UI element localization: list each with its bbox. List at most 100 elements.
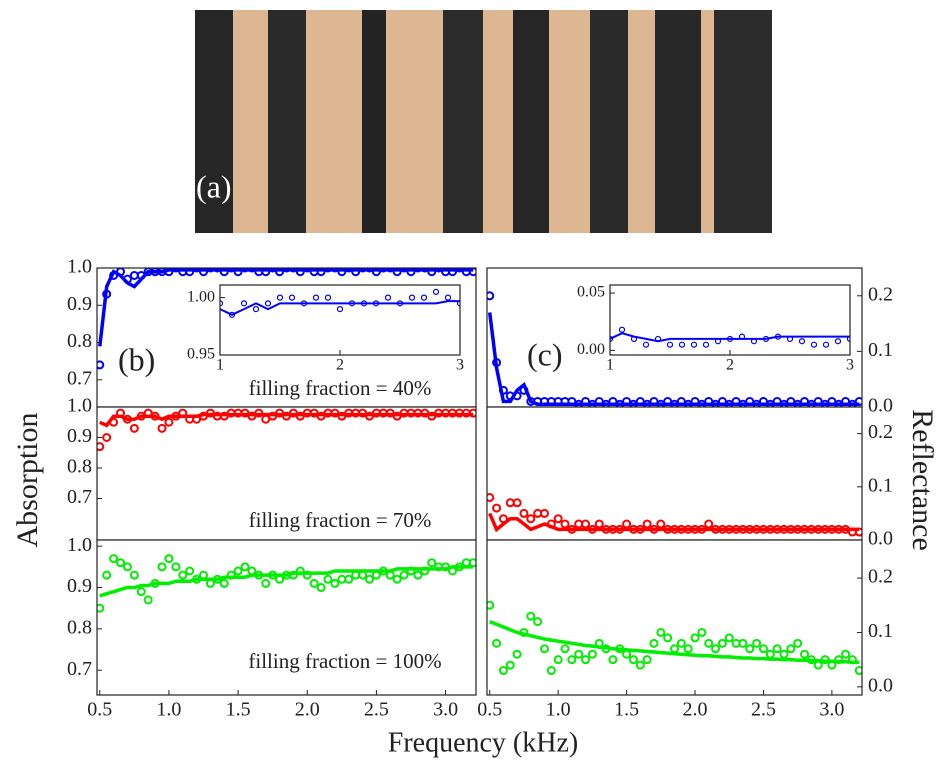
y-tick-label: 0.1 — [868, 474, 893, 496]
data-point — [793, 638, 803, 648]
data-point — [553, 655, 563, 665]
y-tick-label: 0.1 — [868, 620, 893, 642]
x-tick-label: 1.5 — [614, 699, 639, 721]
data-point — [336, 305, 344, 313]
data-point — [697, 627, 707, 637]
x-tick-label: 1 — [606, 357, 614, 374]
data-point — [323, 574, 333, 584]
plot-area — [487, 407, 862, 540]
data-point — [678, 341, 686, 348]
data-point — [786, 644, 796, 654]
data-point — [312, 294, 320, 301]
data-point — [724, 633, 734, 643]
data-point — [220, 300, 224, 307]
data-point — [635, 660, 645, 670]
panel-label: (b) — [118, 341, 155, 377]
data-point — [392, 574, 402, 584]
data-point — [97, 360, 105, 370]
data-point — [252, 305, 260, 313]
data-point — [399, 570, 409, 580]
x-tick-label: 1.5 — [226, 699, 251, 721]
data-point — [608, 655, 618, 665]
plot-data — [610, 326, 850, 348]
plot-data — [97, 554, 476, 613]
y-tick-label: 0.7 — [67, 658, 92, 680]
y-tick-label: 0.9 — [67, 425, 92, 447]
data-point — [228, 311, 236, 318]
data-point — [539, 644, 549, 654]
fit-line — [99, 412, 474, 428]
data-point — [628, 655, 638, 665]
plot-area — [487, 540, 862, 695]
x-tick-label: 2.0 — [683, 699, 708, 721]
data-point — [567, 655, 577, 665]
data-point — [800, 649, 810, 659]
x-tick-label: 2 — [336, 357, 344, 374]
data-point — [413, 570, 423, 580]
data-point — [656, 627, 666, 637]
data-point — [330, 578, 340, 588]
y-tick-label: 0.9 — [67, 575, 92, 597]
y-tick-label: 0.05 — [577, 284, 605, 301]
data-point — [622, 519, 632, 529]
y-axis-label: Absorption — [11, 413, 44, 548]
data-point — [656, 519, 666, 529]
x-tick-label: 0.5 — [477, 699, 502, 721]
data-point — [185, 566, 195, 576]
data-point — [533, 617, 543, 627]
panel: 0.00 0.05 1 2 3 — [577, 284, 854, 374]
y-tick-label: 0.95 — [187, 346, 215, 363]
x-tick-label: 3 — [846, 357, 854, 374]
x-tick-label: 3 — [456, 357, 464, 374]
data-point — [456, 300, 460, 307]
data-point — [676, 638, 686, 648]
data-point — [745, 644, 755, 654]
data-point — [512, 498, 522, 508]
data-point — [854, 666, 862, 676]
data-point — [587, 649, 597, 659]
data-point — [492, 503, 502, 513]
data-point — [143, 595, 153, 605]
data-point — [492, 638, 502, 648]
data-point — [288, 294, 296, 301]
data-point — [487, 600, 495, 610]
data-point — [129, 423, 139, 433]
data-point — [487, 291, 495, 301]
y-tick-label: 1.0 — [67, 395, 92, 417]
x-tick-label: 3.0 — [819, 699, 844, 721]
data-point — [219, 578, 229, 588]
x-axis-label: Frequency (kHz) — [388, 727, 578, 758]
x-tick-label: 3.0 — [433, 699, 458, 721]
plot-area — [610, 285, 850, 355]
data-point — [129, 570, 139, 580]
x-tick-label: 2.5 — [364, 699, 389, 721]
data-point — [560, 644, 570, 654]
data-point — [384, 294, 392, 301]
plot-area — [220, 285, 460, 355]
data-point — [432, 288, 440, 295]
data-point — [546, 666, 556, 676]
y-tick-label: 0.9 — [67, 293, 92, 315]
panel-label: (c) — [527, 336, 563, 372]
data-point — [505, 660, 515, 670]
data-point — [560, 519, 570, 529]
data-point — [408, 294, 416, 301]
panel: 0.0 0.1 0.2 — [486, 406, 893, 550]
y-tick-label: 0.7 — [67, 486, 92, 508]
y-tick-label: 0.0 — [868, 395, 893, 417]
y-tick-label: 0.8 — [67, 330, 92, 352]
fit-line — [220, 300, 460, 316]
data-point — [324, 294, 332, 301]
plot-area — [97, 407, 476, 540]
data-point — [344, 574, 354, 584]
annotation: filling fraction = 70% — [249, 508, 432, 532]
data-point — [97, 442, 105, 452]
plot-data — [220, 288, 460, 318]
data-point — [841, 649, 851, 659]
y-tick-label: 0.8 — [67, 456, 92, 478]
data-point — [666, 341, 674, 348]
data-point — [264, 300, 272, 307]
data-point — [109, 554, 119, 564]
x-tick-label: 2.0 — [295, 699, 320, 721]
